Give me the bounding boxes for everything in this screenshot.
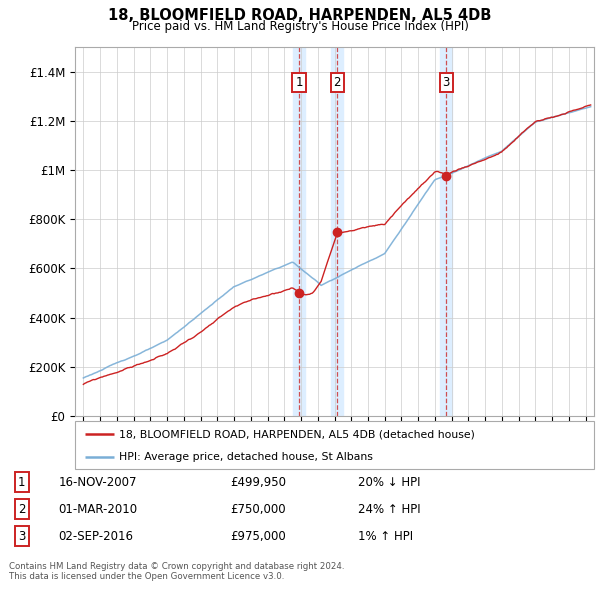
Text: Contains HM Land Registry data © Crown copyright and database right 2024.
This d: Contains HM Land Registry data © Crown c…: [9, 562, 344, 581]
Text: 16-NOV-2007: 16-NOV-2007: [58, 476, 137, 489]
Text: 02-SEP-2016: 02-SEP-2016: [58, 530, 133, 543]
Text: HPI: Average price, detached house, St Albans: HPI: Average price, detached house, St A…: [119, 452, 373, 462]
FancyBboxPatch shape: [75, 421, 594, 469]
Text: 18, BLOOMFIELD ROAD, HARPENDEN, AL5 4DB: 18, BLOOMFIELD ROAD, HARPENDEN, AL5 4DB: [109, 8, 491, 23]
Text: 01-MAR-2010: 01-MAR-2010: [58, 503, 137, 516]
Text: 1: 1: [295, 76, 303, 88]
Text: 3: 3: [442, 76, 450, 88]
Text: 1: 1: [18, 476, 26, 489]
Text: 24% ↑ HPI: 24% ↑ HPI: [358, 503, 421, 516]
Text: £499,950: £499,950: [230, 476, 286, 489]
Bar: [331, 47, 343, 416]
Bar: [293, 47, 305, 416]
Text: 3: 3: [18, 530, 25, 543]
Text: £975,000: £975,000: [230, 530, 286, 543]
Bar: [440, 47, 452, 416]
Text: £750,000: £750,000: [230, 503, 286, 516]
Text: Price paid vs. HM Land Registry's House Price Index (HPI): Price paid vs. HM Land Registry's House …: [131, 20, 469, 33]
Text: 20% ↓ HPI: 20% ↓ HPI: [358, 476, 421, 489]
Text: 2: 2: [18, 503, 26, 516]
Text: 2: 2: [334, 76, 341, 88]
Text: 1% ↑ HPI: 1% ↑ HPI: [358, 530, 413, 543]
Text: 18, BLOOMFIELD ROAD, HARPENDEN, AL5 4DB (detached house): 18, BLOOMFIELD ROAD, HARPENDEN, AL5 4DB …: [119, 429, 475, 439]
